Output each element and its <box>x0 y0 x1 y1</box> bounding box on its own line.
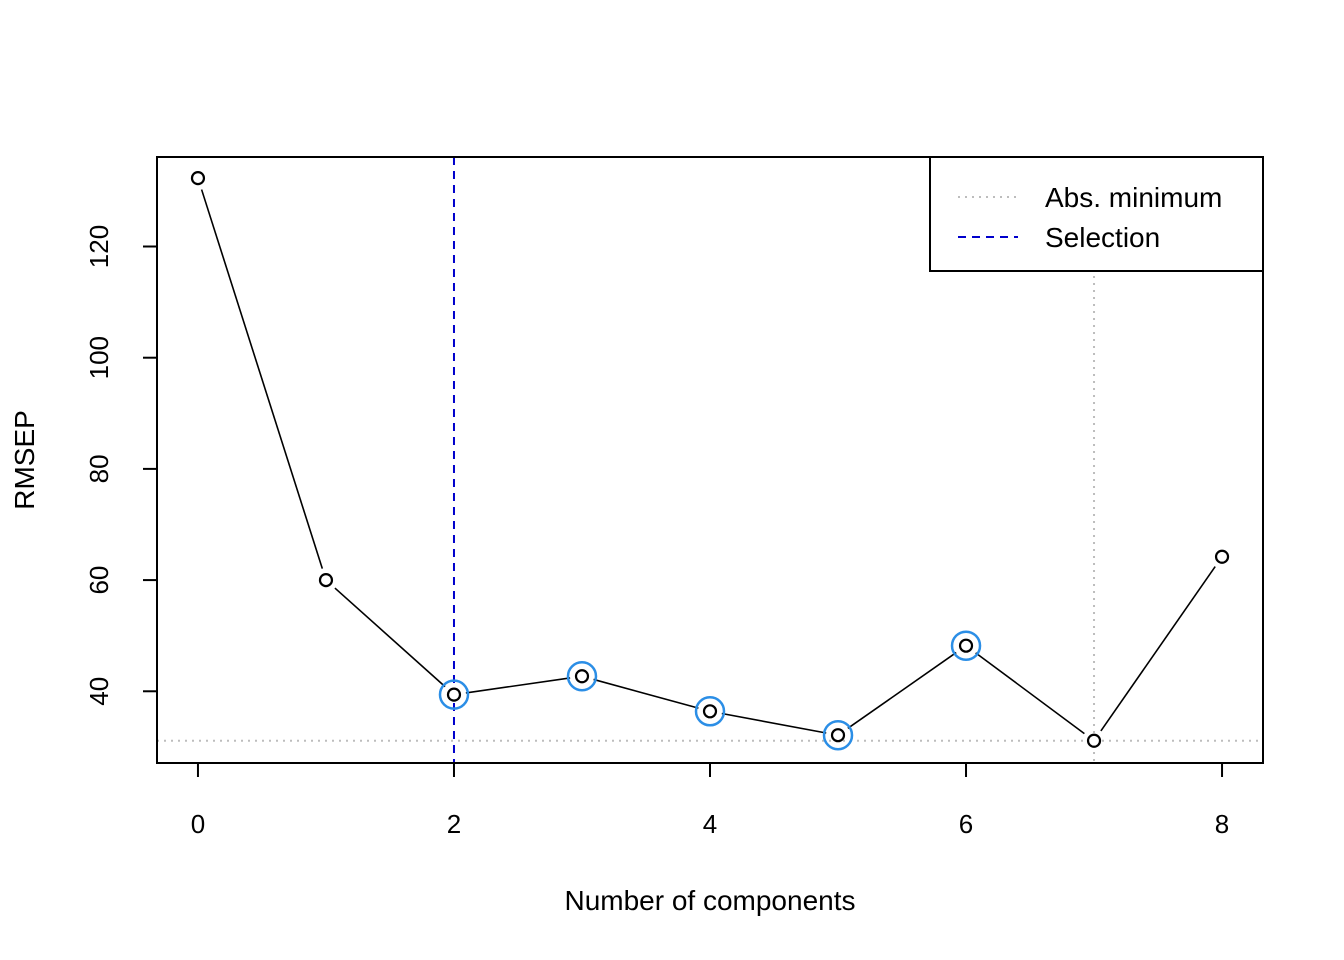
data-point <box>1214 549 1230 564</box>
data-point <box>446 687 462 702</box>
highlight-ring <box>950 630 982 661</box>
x-tick-label: 0 <box>191 809 205 839</box>
x-tick-label: 4 <box>703 809 717 839</box>
series-segment <box>975 652 1085 735</box>
y-axis-title: RMSEP <box>9 410 40 510</box>
y-tick-label: 100 <box>84 336 114 379</box>
legend-label-selection: Selection <box>1045 222 1160 253</box>
y-tick-label: 120 <box>84 225 114 268</box>
x-tick-label: 8 <box>1215 809 1229 839</box>
y-tick-label: 60 <box>84 566 114 595</box>
highlight-ring <box>438 679 470 710</box>
x-tick-label: 6 <box>959 809 973 839</box>
data-point <box>574 669 590 684</box>
x-axis-title: Number of components <box>564 885 855 916</box>
data-point <box>1086 733 1102 748</box>
reference-lines <box>157 157 1263 763</box>
series-segment <box>593 678 699 709</box>
data-point <box>830 728 846 743</box>
data-point <box>702 704 718 719</box>
data-point <box>958 638 974 653</box>
x-axis: 0 2 4 6 8 <box>191 762 1229 839</box>
series-segment <box>721 712 827 734</box>
y-axis: 40 60 80 100 120 <box>84 225 158 706</box>
legend: Abs. minimum Selection <box>929 156 1264 272</box>
data-point <box>190 171 206 186</box>
data-point <box>318 572 334 588</box>
highlight-ring <box>694 696 726 727</box>
series-segment <box>465 677 571 694</box>
legend-box <box>929 156 1264 272</box>
series-segment <box>847 651 957 729</box>
data-series <box>190 171 1230 751</box>
series-segment <box>334 587 446 688</box>
series-segment <box>200 189 324 569</box>
series-segment <box>1100 566 1216 732</box>
highlight-ring <box>566 661 598 692</box>
y-tick-label: 80 <box>84 454 114 483</box>
legend-label-abs-minimum: Abs. minimum <box>1045 182 1222 213</box>
highlight-ring <box>822 719 854 751</box>
y-tick-label: 40 <box>84 677 114 706</box>
x-tick-label: 2 <box>447 809 461 839</box>
